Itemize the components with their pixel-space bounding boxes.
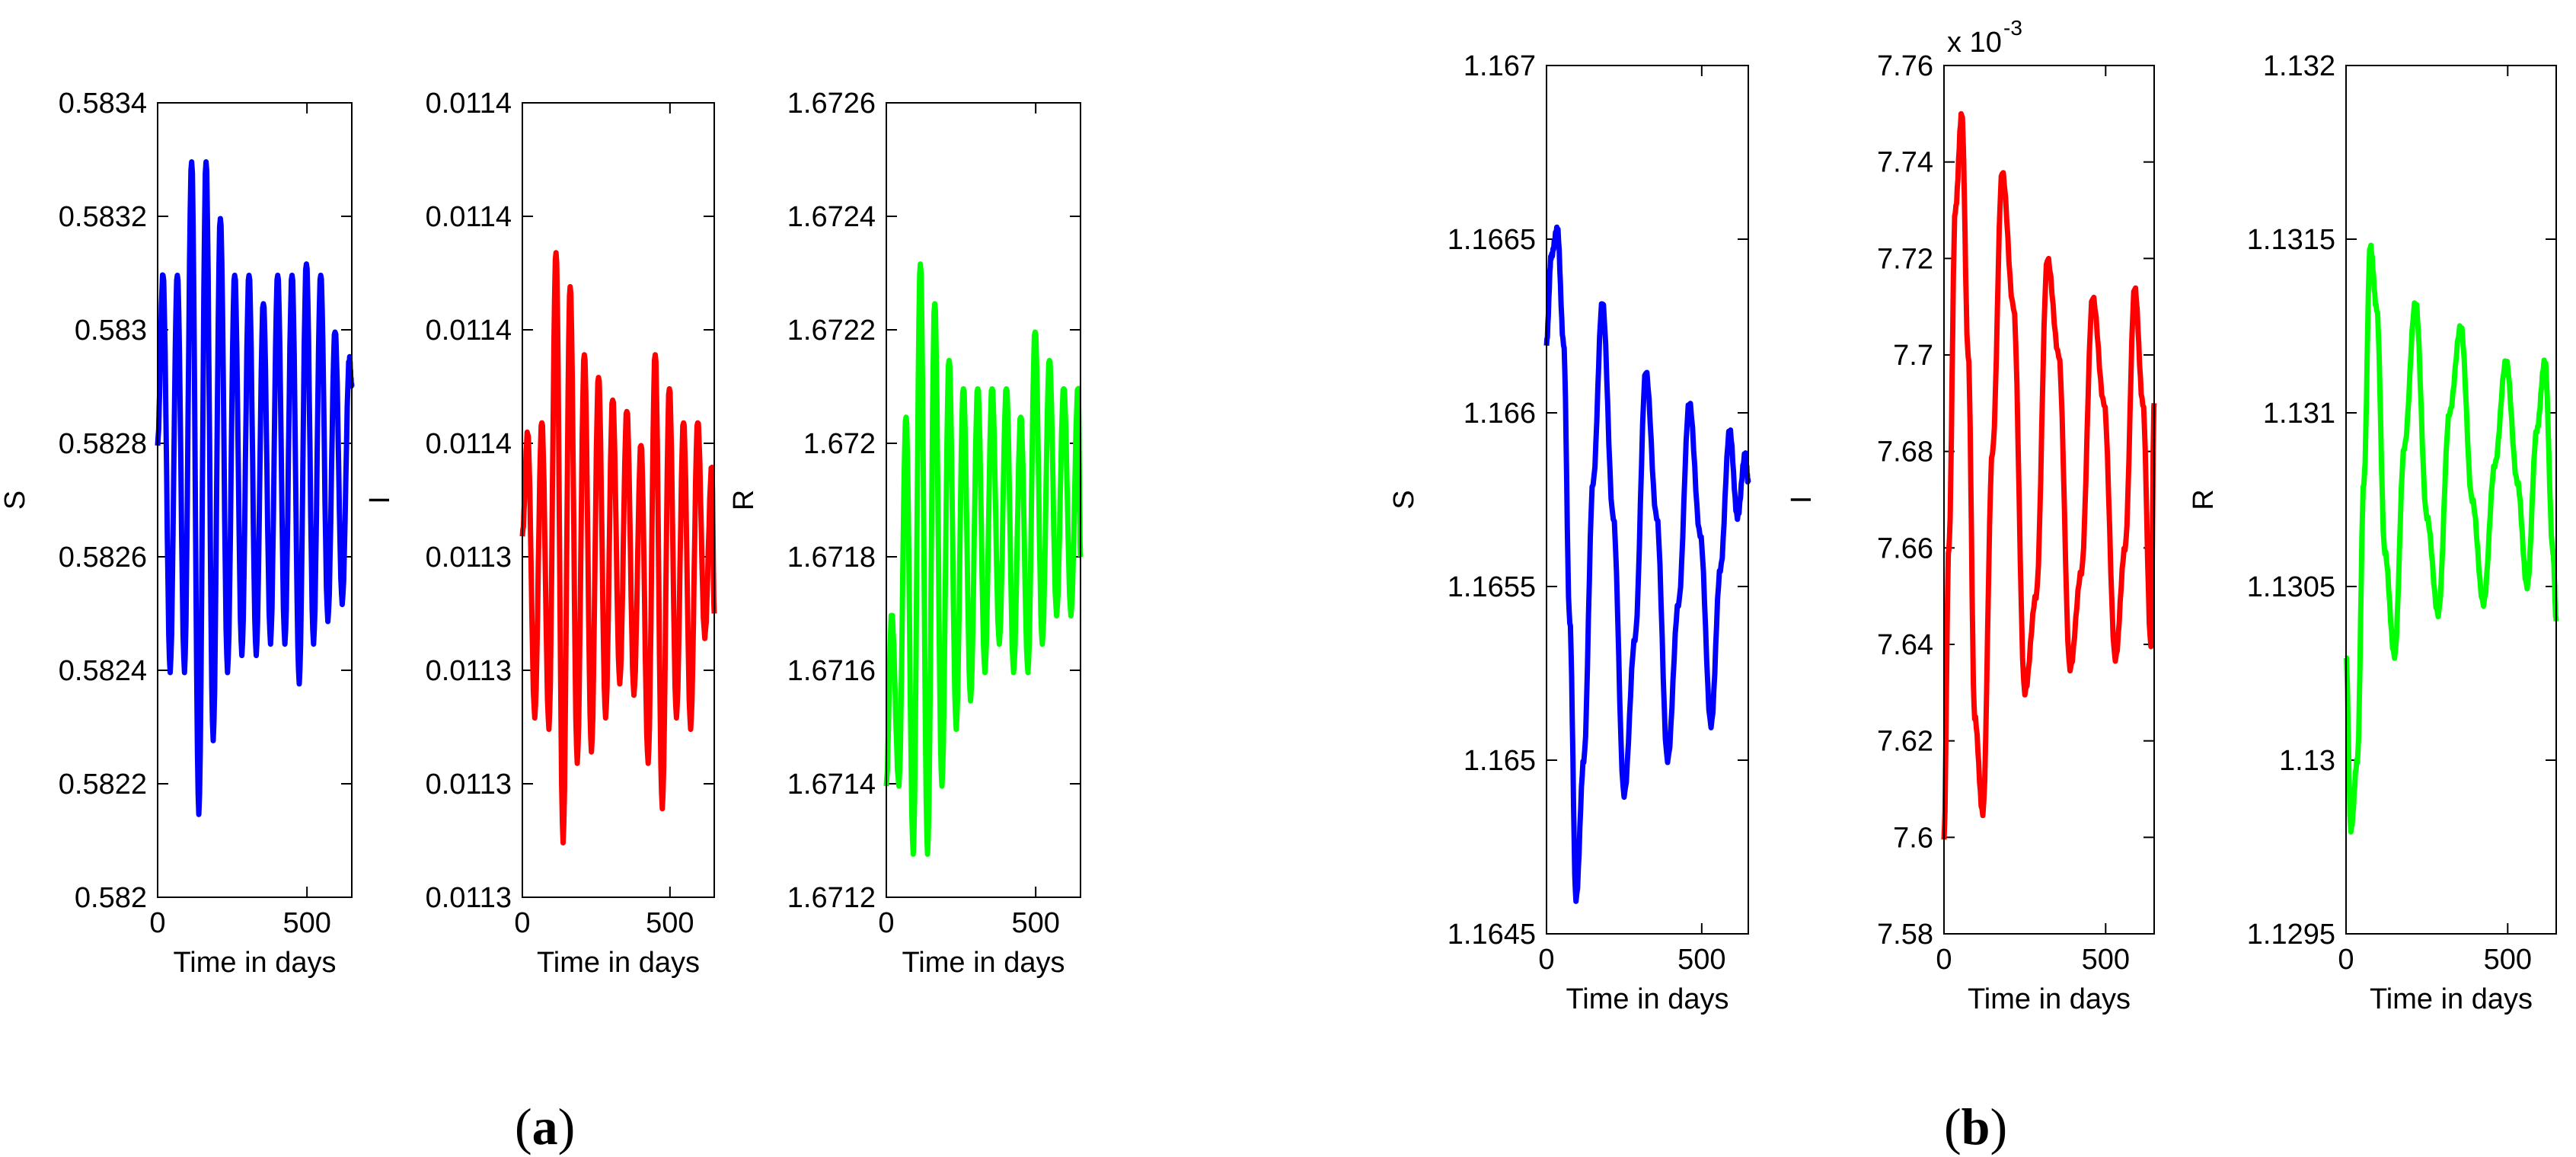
x-tick-label: 0: [1538, 944, 1554, 976]
y-tick-label: 1.165: [1464, 745, 1536, 777]
plot-area: [1943, 65, 2155, 935]
y-tick-label: 0.583: [75, 315, 147, 347]
y-axis-label: S: [0, 491, 31, 510]
y-tick-label: 1.6722: [787, 315, 876, 347]
x-tick-label: 0: [878, 907, 894, 939]
x-tick-label: 0: [2338, 944, 2354, 976]
y-tick-label: 1.166: [1464, 398, 1536, 430]
x-axis-label: Time in days: [2370, 983, 2533, 1015]
y-tick-label: 0.0113: [426, 655, 512, 687]
y-tick-label: 1.132: [2263, 50, 2335, 82]
y-tick-label: 0.5824: [59, 655, 147, 687]
y-tick-label: 7.62: [1877, 726, 1933, 758]
y-axis-label: I: [1786, 496, 1818, 504]
x-axis-label: Time in days: [902, 947, 1065, 979]
x-tick-label: 500: [2082, 944, 2130, 976]
y-axis-label: I: [364, 496, 396, 504]
x-tick-label: 0: [149, 907, 165, 939]
y-tick-label: 7.72: [1877, 243, 1933, 275]
y-tick-label: 7.7: [1893, 340, 1933, 372]
series-line: [1543, 224, 1751, 904]
y-tick-label: 0.0114: [426, 201, 512, 233]
y-tick-label: 1.6716: [787, 655, 876, 687]
y-tick-label: 1.131: [2263, 398, 2335, 430]
y-tick-label: 0.5822: [59, 769, 147, 801]
x-axis-label: Time in days: [537, 947, 700, 979]
plot-frame: [886, 102, 1081, 898]
chart-panel-a-i: 0.0113 0.0113 0.0113 0.0113 0.0114 0.0114 0.01…: [364, 88, 717, 979]
x-tick-label: 500: [1677, 944, 1725, 976]
y-axis-label: R: [728, 490, 760, 510]
y-tick-label: 0.5828: [59, 428, 147, 460]
plot-area: [2345, 65, 2557, 935]
y-tick-label: 7.68: [1877, 436, 1933, 468]
caption-b: (b): [1944, 1098, 2008, 1155]
series-line: [2344, 242, 2559, 835]
y-tick-label: 1.167: [1464, 50, 1536, 82]
chart-panel-a-s: 0.582 0.5822 0.5824 0.5826 0.5828 0.583 0.5832…: [0, 88, 355, 979]
y-tick-label: 1.6726: [787, 88, 876, 120]
y-tick-label: 7.66: [1877, 532, 1933, 564]
plot-frame: [2345, 65, 2557, 935]
y-tick-label: 7.6: [1893, 822, 1933, 854]
y-tick-label: 1.1665: [1448, 224, 1536, 256]
y-tick-label: 0.5826: [59, 542, 147, 574]
x-tick-label: 500: [646, 907, 694, 939]
y-tick-label: 0.0113: [426, 882, 512, 914]
y-tick-label: 1.13: [2279, 745, 2335, 777]
series-line: [519, 250, 717, 845]
y-axis-label: R: [2188, 489, 2220, 510]
y-tick-label: 7.64: [1877, 629, 1933, 661]
y-tick-label: 1.1315: [2247, 224, 2335, 256]
y-tick-label: 0.0113: [426, 542, 512, 574]
x-tick-label: 500: [282, 907, 330, 939]
plot-frame: [1943, 65, 2155, 935]
y-tick-label: 1.1295: [2247, 919, 2335, 951]
y-tick-label: 1.6718: [787, 542, 876, 574]
y-tick-label: 0.0114: [426, 315, 512, 347]
series-line: [155, 159, 355, 817]
y-tick-label: 0.582: [75, 882, 147, 914]
series-line: [883, 261, 1084, 857]
y-tick-label: 1.1645: [1448, 919, 1536, 951]
y-axis-label: S: [1388, 490, 1420, 509]
y-tick-label: 7.76: [1877, 50, 1933, 82]
y-tick-label: 7.74: [1877, 147, 1933, 179]
caption-a: (a): [515, 1098, 576, 1155]
chart-panel-a-r: 1.6712 1.6714 1.6716 1.6718 1.672 1.6722 1.672…: [728, 88, 1084, 979]
x-axis-label: Time in days: [1968, 983, 2131, 1015]
series-line: [1941, 110, 2157, 840]
x-tick-label: 500: [2484, 944, 2532, 976]
chart-panel-b-s: 1.1645 1.165 1.1655 1.166 1.1665 1.167 0 500 Tim…: [1388, 50, 1751, 1015]
y-tick-label: 0.5834: [59, 88, 147, 120]
y-multiplier-label: x 10: [1947, 27, 2002, 59]
y-tick-label: 1.6712: [787, 882, 876, 914]
x-axis-label: Time in days: [1566, 983, 1729, 1015]
plot-area: [1546, 65, 1749, 935]
chart-panel-b-i: 7.58 7.6 7.62 7.64 7.66 7.68 7.7 7.72 7.74 7.76 0 5…: [1786, 16, 2157, 1015]
y-tick-label: 0.0113: [426, 769, 512, 801]
plot-frame: [1546, 65, 1749, 935]
y-tick-label: 0.0114: [426, 88, 512, 120]
y-tick-label: 1.672: [803, 428, 876, 460]
y-tick-label: 0.0114: [426, 428, 512, 460]
y-tick-label: 1.1655: [1448, 571, 1536, 603]
x-tick-label: 0: [1936, 944, 1952, 976]
y-tick-label: 0.5832: [59, 201, 147, 233]
chart-panel-b-r: 1.1295 1.13 1.1305 1.131 1.1315 1.132 0 500 Time…: [2188, 50, 2559, 1015]
x-tick-label: 0: [514, 907, 530, 939]
plot-frame: [157, 102, 353, 898]
y-tick-label: 7.58: [1877, 919, 1933, 951]
x-tick-label: 500: [1011, 907, 1059, 939]
y-tick-label: 1.6724: [787, 201, 876, 233]
y-tick-label: 1.1305: [2247, 571, 2335, 603]
plot-frame: [522, 102, 715, 898]
y-multiplier-exponent: -3: [2003, 16, 2022, 40]
x-axis-label: Time in days: [174, 947, 337, 979]
y-tick-label: 1.6714: [787, 769, 876, 801]
